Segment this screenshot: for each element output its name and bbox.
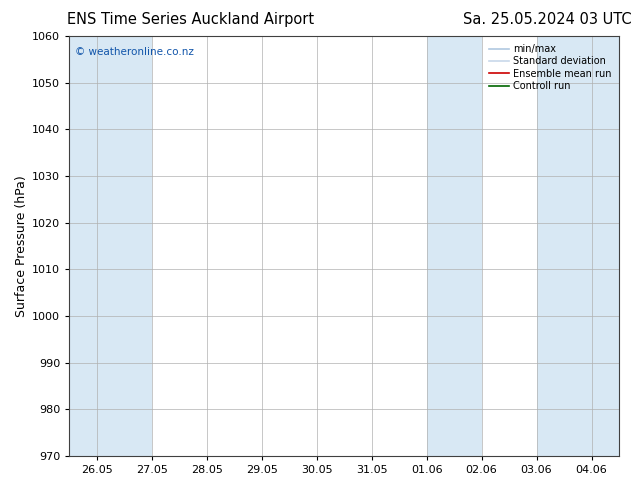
Text: Sa. 25.05.2024 03 UTC: Sa. 25.05.2024 03 UTC: [463, 12, 631, 27]
Text: © weatheronline.co.nz: © weatheronline.co.nz: [75, 47, 194, 57]
Bar: [592, 36, 619, 456]
Legend: min/max, Standard deviation, Ensemble mean run, Controll run: min/max, Standard deviation, Ensemble me…: [486, 41, 614, 94]
Bar: [536, 36, 592, 456]
Text: ENS Time Series Auckland Airport: ENS Time Series Auckland Airport: [67, 12, 314, 27]
Bar: [97, 36, 152, 456]
Bar: [427, 36, 482, 456]
Y-axis label: Surface Pressure (hPa): Surface Pressure (hPa): [15, 175, 28, 317]
Bar: [69, 36, 97, 456]
